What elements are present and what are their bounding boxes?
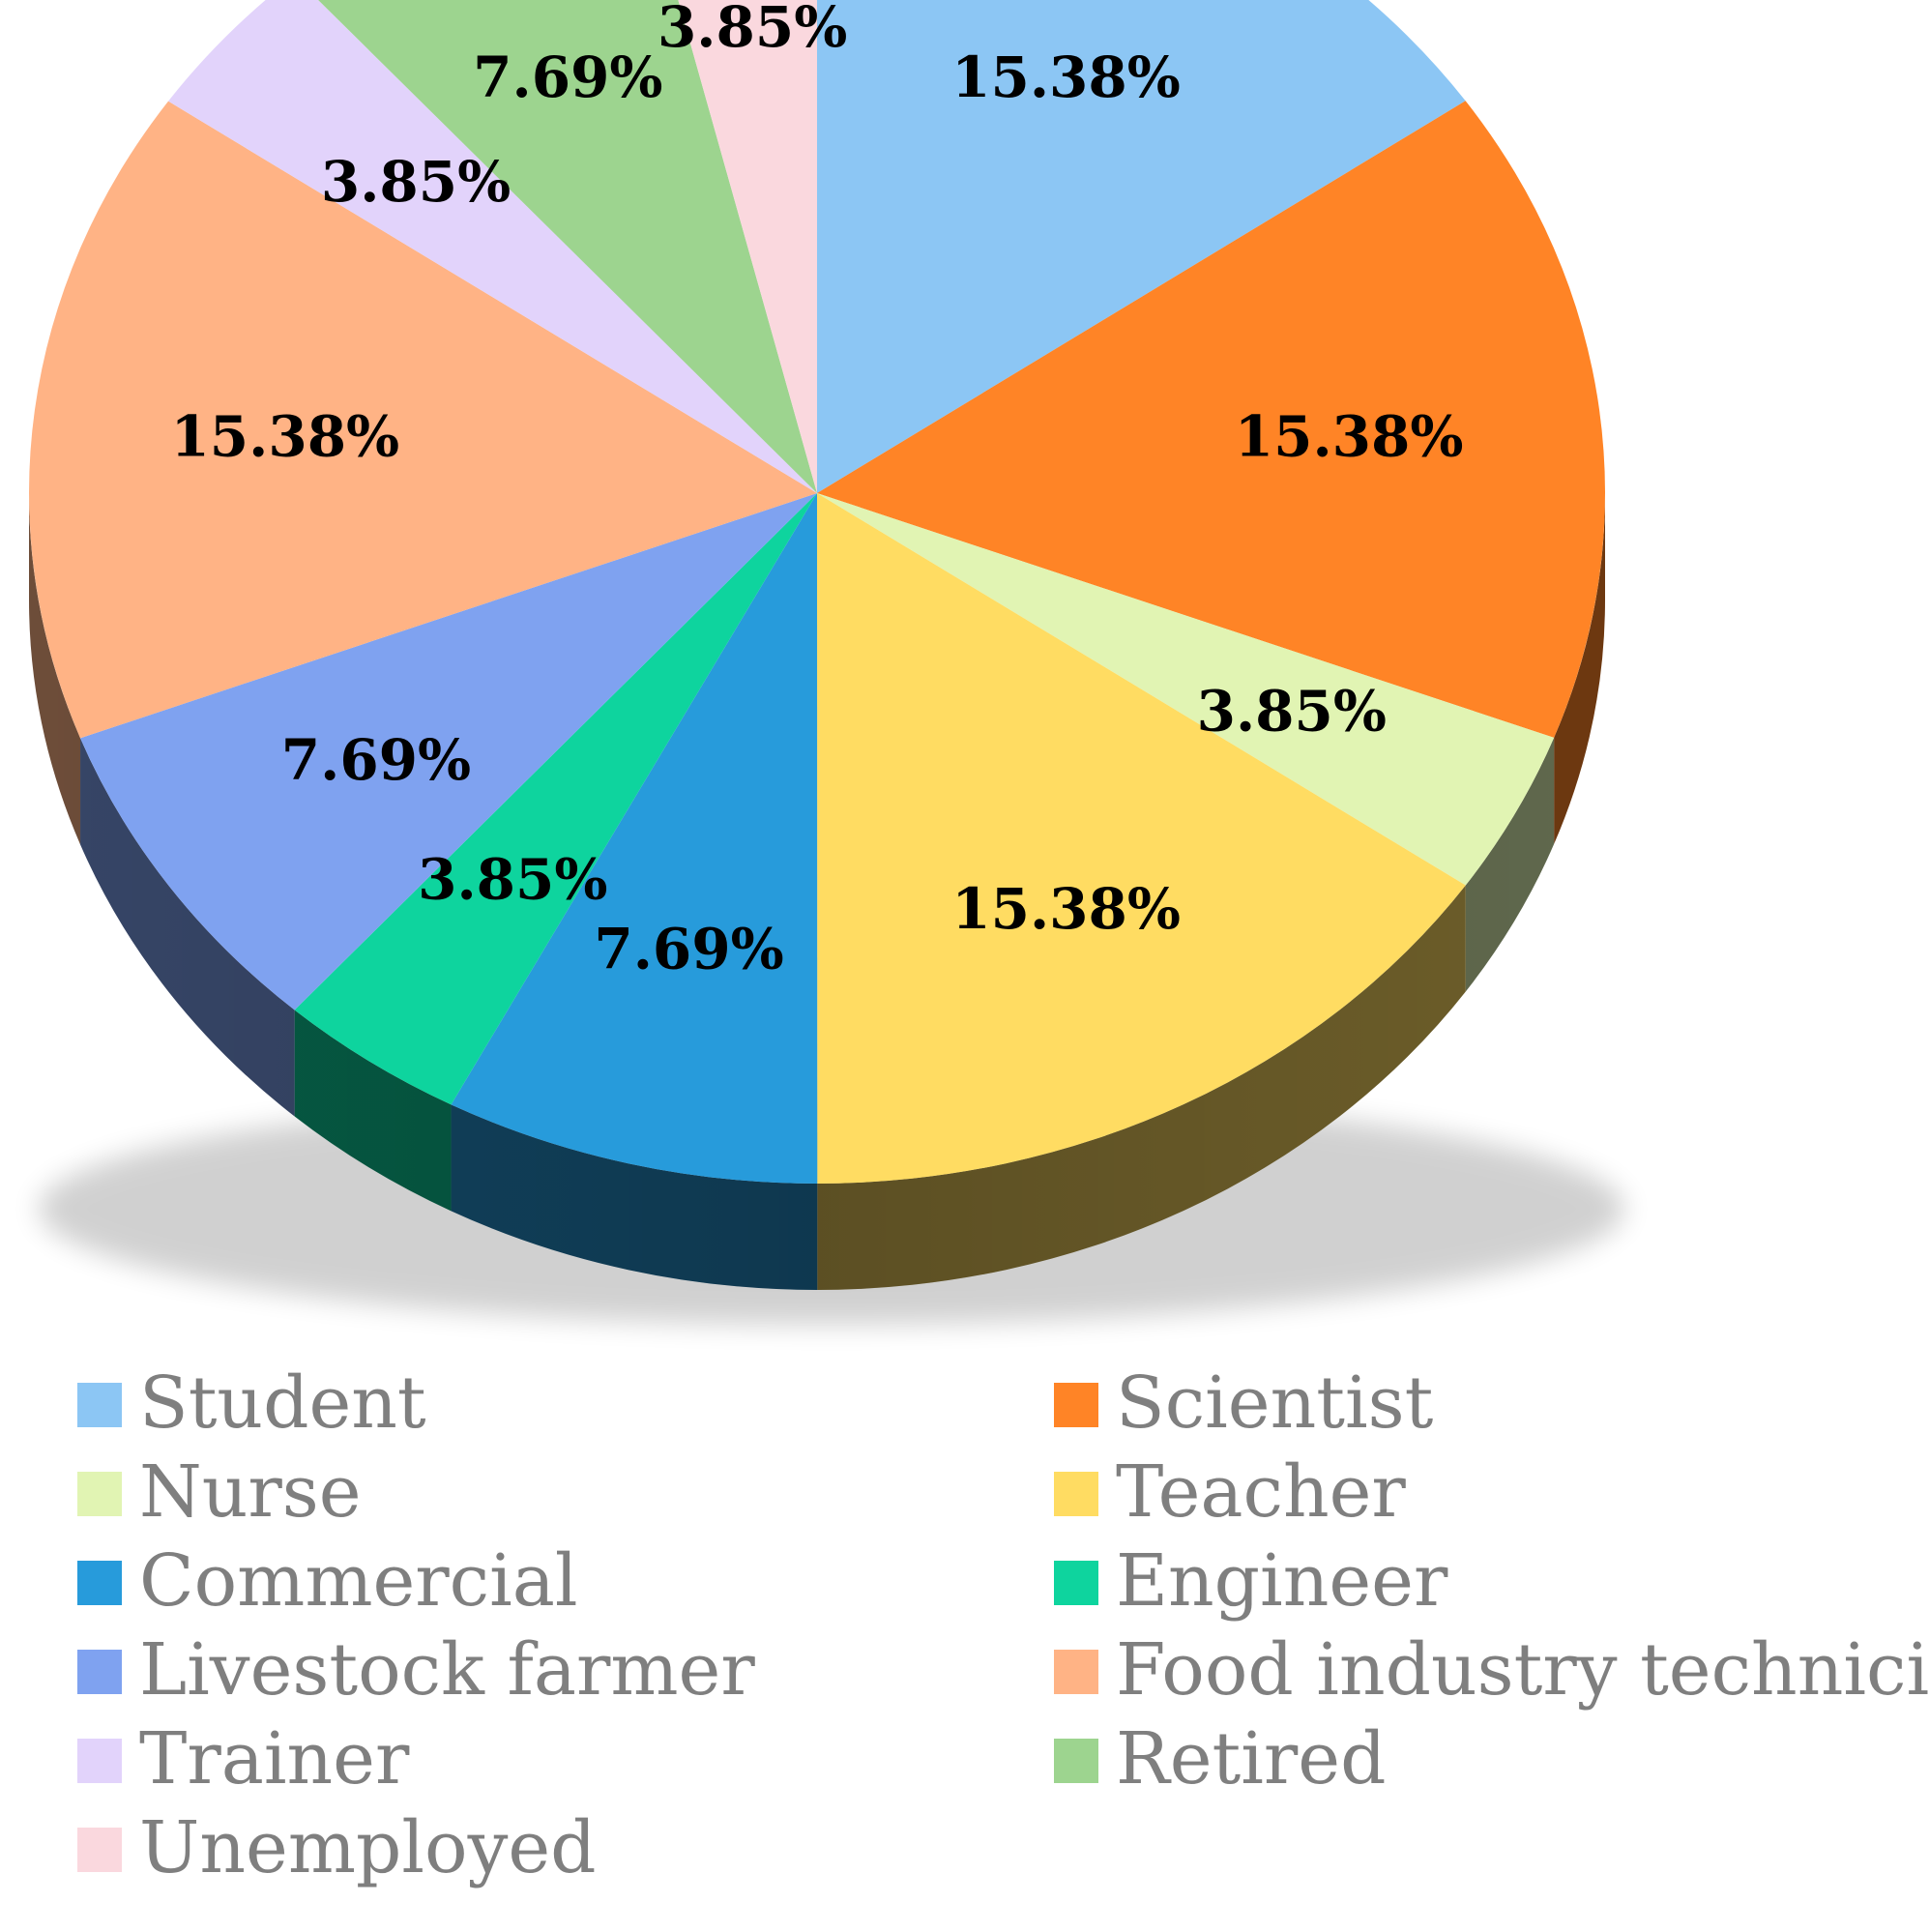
pie-sides <box>29 493 1605 1291</box>
legend-item-food-industry-technician: Food industry technician <box>1054 1628 1929 1712</box>
slice-label-food-industry-technician: 15.38% <box>170 404 399 470</box>
slice-label-commercial: 7.69% <box>594 916 783 981</box>
slice-nurse <box>817 493 1555 886</box>
legend-item-unemployed: Unemployed <box>77 1806 597 1889</box>
legend-item-nurse: Nurse <box>77 1450 362 1534</box>
slice-label-student: 15.38% <box>951 44 1181 110</box>
legend-swatch-commercial <box>77 1561 122 1605</box>
legend-item-teacher: Teacher <box>1054 1450 1406 1534</box>
legend-label-teacher: Teacher <box>1116 1450 1406 1534</box>
pie-top <box>29 0 1605 1185</box>
legend-swatch-trainer <box>77 1739 122 1783</box>
slice-food-industry-technician <box>29 101 818 739</box>
legend-item-scientist: Scientist <box>1054 1361 1434 1445</box>
legend-swatch-retired <box>1054 1739 1098 1783</box>
slice-label-unemployed: 3.85% <box>658 0 847 60</box>
legend-swatch-teacher <box>1054 1472 1098 1516</box>
slice-commercial <box>451 493 818 1185</box>
slice-retired <box>318 0 817 493</box>
legend-label-retired: Retired <box>1116 1717 1386 1800</box>
legend-label-nurse: Nurse <box>139 1450 362 1534</box>
legend-label-food-industry-technician: Food industry technician <box>1116 1628 1929 1712</box>
slice-unemployed <box>678 0 817 493</box>
legend: Student Scientist Nurse Teacher Commercial En… <box>77 1361 1929 1889</box>
slice-teacher <box>817 493 1466 1184</box>
legend-swatch-engineer <box>1054 1561 1098 1605</box>
legend-item-engineer: Engineer <box>1054 1539 1448 1623</box>
legend-item-livestock-farmer: Livestock farmer <box>77 1628 755 1712</box>
slice-label-livestock-farmer: 7.69% <box>281 727 471 793</box>
legend-item-student: Student <box>77 1361 426 1445</box>
slice-label-retired: 7.69% <box>473 44 662 110</box>
slice-scientist <box>817 101 1605 738</box>
slice-student <box>817 0 1466 493</box>
legend-label-scientist: Scientist <box>1116 1361 1434 1445</box>
slice-label-trainer: 3.85% <box>321 149 511 215</box>
slice-label-scientist: 15.38% <box>1235 403 1464 469</box>
slice-label-teacher: 15.38% <box>951 876 1181 942</box>
legend-swatch-student <box>77 1383 122 1427</box>
legend-label-student: Student <box>139 1361 426 1445</box>
legend-swatch-food-industry-technician <box>1054 1650 1098 1694</box>
legend-label-unemployed: Unemployed <box>139 1806 597 1889</box>
legend-label-commercial: Commercial <box>139 1539 578 1623</box>
slice-label-engineer: 3.85% <box>418 847 607 913</box>
legend-item-commercial: Commercial <box>77 1539 578 1623</box>
legend-label-trainer: Trainer <box>139 1717 410 1800</box>
slice-livestock-farmer <box>80 493 818 1010</box>
slice-engineer <box>294 493 817 1105</box>
legend-label-engineer: Engineer <box>1116 1539 1448 1623</box>
legend-swatch-unemployed <box>77 1828 122 1872</box>
legend-item-trainer: Trainer <box>77 1717 410 1800</box>
slice-label-nurse: 3.85% <box>1197 679 1387 745</box>
legend-label-livestock-farmer: Livestock farmer <box>139 1628 755 1712</box>
legend-swatch-scientist <box>1054 1383 1098 1427</box>
legend-item-retired: Retired <box>1054 1717 1386 1800</box>
legend-swatch-livestock-farmer <box>77 1650 122 1694</box>
slice-labels: 15.38%15.38%3.85%15.38%7.69%3.85%7.69%15… <box>170 0 1463 981</box>
slice-trainer <box>168 0 817 493</box>
legend-swatch-nurse <box>77 1472 122 1516</box>
